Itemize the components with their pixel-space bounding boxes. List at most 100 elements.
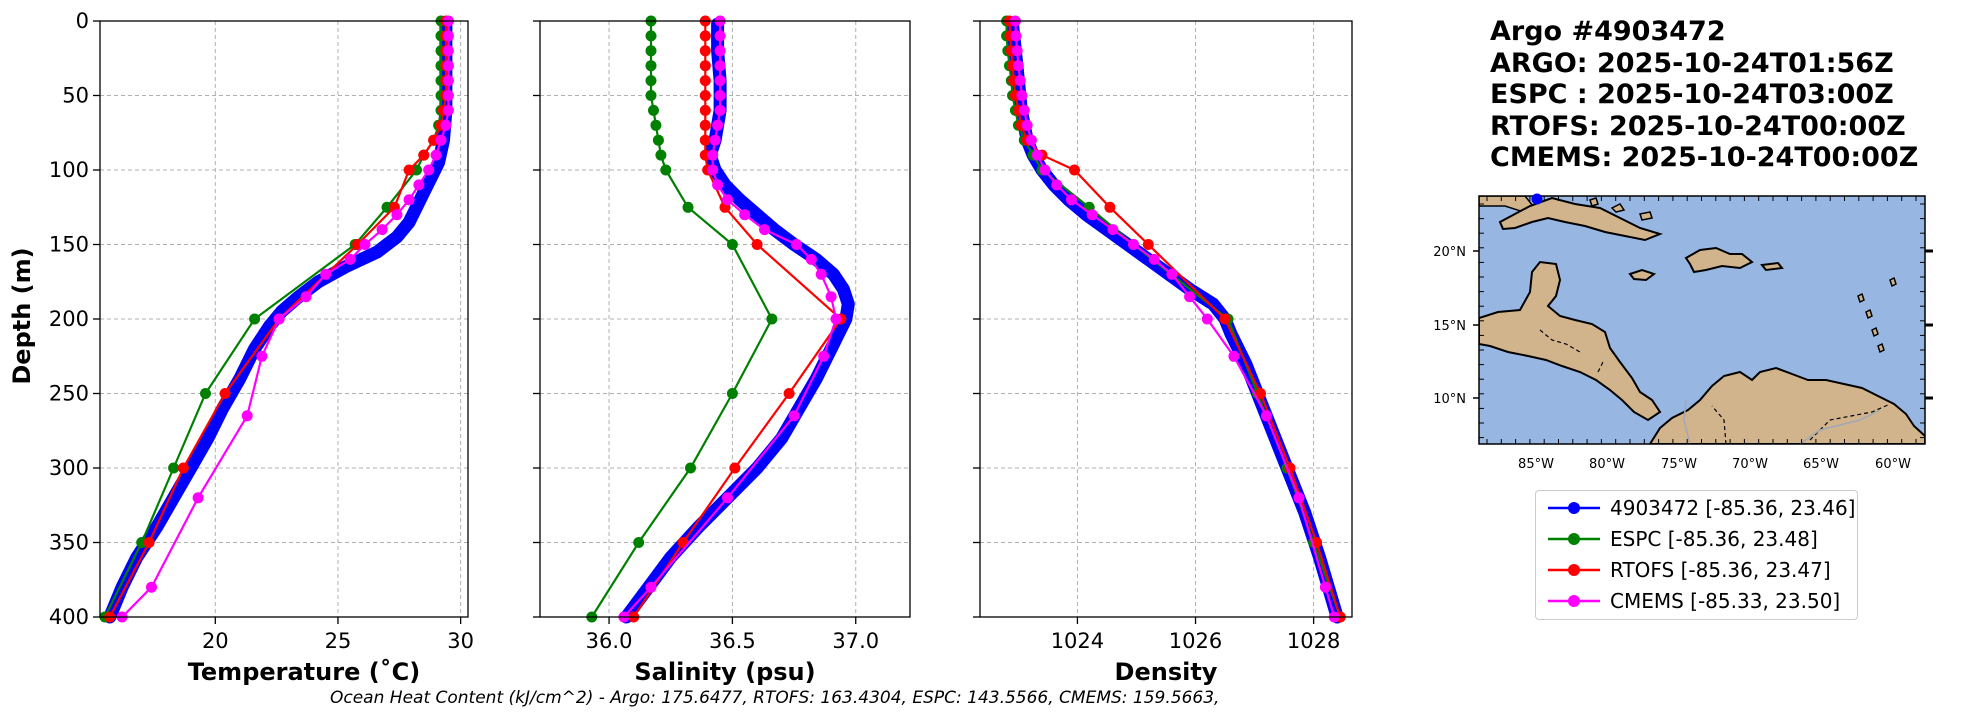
data-point-RTOFS [1069,164,1080,176]
data-point-CMEMS [1184,291,1196,303]
legend-line-icon [1548,564,1600,576]
legend-label: ESPC [-85.36, 23.48] [1610,527,1818,551]
data-point-CMEMS [359,239,371,250]
series-line-CMEMS [1014,20,1336,618]
x-tick-label: 36.5 [709,629,756,653]
data-point-CMEMS [1107,224,1119,236]
map-lat-label: 15°N [1433,319,1466,334]
data-point-ESPC [660,164,672,176]
data-point-CMEMS [1018,104,1030,116]
data-point-RTOFS [1219,313,1231,325]
data-point-RTOFS [783,388,795,399]
data-point-CMEMS [376,224,388,236]
ocean-heat-content-caption: Ocean Heat Content (kJ/cm^2) - Argo: 175… [330,688,1220,708]
data-point-ESPC [645,75,657,87]
temperature-profile-plot: 0 50 100 150 200 250 300 350 400 20 25 30 Temperatur… [49,9,474,686]
data-point-ESPC [645,30,657,42]
float-location-marker [1531,193,1543,205]
y-tick-label: 250 [49,382,89,406]
data-point-CMEMS [830,313,842,325]
data-point-CMEMS [1086,209,1098,221]
y-tick-label: 150 [49,233,89,257]
map-lon-label: 60°W [1875,457,1911,472]
data-point-ESPC [633,537,645,548]
data-point-CMEMS [442,90,454,101]
data-point-ESPC [726,388,738,399]
map-lon-labels: 85°W 80°W 75°W 70°W 65°W 60°W [1518,457,1911,472]
x-tick-label: 1028 [1287,629,1340,653]
rtofs-time: RTOFS: 2025-10-24T00:00Z [1490,110,1906,142]
data-point-RTOFS [699,134,711,146]
data-point-RTOFS [699,60,711,72]
salinity-profile-plot: 36.0 36.5 37.0 Salinity (psu) [533,15,911,686]
data-point-CMEMS [791,239,802,250]
data-point-CMEMS [1166,268,1178,280]
data-point-CMEMS [403,194,415,206]
data-point-RTOFS [219,388,231,399]
data-point-CMEMS [1228,350,1240,362]
map-frame-ticks [1473,196,1933,444]
data-point-CMEMS [273,313,285,325]
legend-label: 4903472 [-85.36, 23.46] [1610,496,1856,520]
density-profile-plot: 1024 1026 1028 Density [973,15,1353,686]
data-point-CMEMS [1260,410,1272,422]
data-point-CMEMS [423,164,435,176]
data-point-CMEMS [320,268,332,280]
data-point-CMEMS [241,410,253,422]
data-point-CMEMS [442,104,454,116]
data-point-CMEMS [435,134,447,146]
x-tick-label: 36.0 [586,629,633,653]
map-lon-label: 85°W [1518,457,1554,472]
data-point-CMEMS [442,30,454,42]
x-tick-label: 25 [325,629,352,653]
data-point-ESPC [655,149,667,161]
data-point-RTOFS [1142,239,1154,250]
data-point-RTOFS [418,149,430,161]
data-point-CMEMS [714,30,726,42]
y-tick-label: 400 [49,605,89,629]
data-point-CMEMS [391,209,403,221]
data-point-ESPC [645,90,657,101]
data-point-CMEMS [146,581,157,593]
data-point-CMEMS [1010,30,1022,42]
data-point-CMEMS [1014,75,1026,87]
data-point-CMEMS [712,119,724,131]
map-lon-label: 80°W [1589,457,1625,472]
series-line-4903472 [1006,17,1344,624]
cmems-time: CMEMS: 2025-10-24T00:00Z [1490,142,1919,173]
data-point-RTOFS [403,164,415,176]
data-point-RTOFS [699,90,711,101]
legend: 4903472 [-85.36, 23.46] ESPC [-85.36, 23… [1535,490,1858,620]
data-point-CMEMS [1016,90,1028,101]
data-point-CMEMS [300,291,312,303]
data-point-CMEMS [1025,134,1037,146]
map-land [1479,196,1925,444]
data-point-CMEMS [442,60,454,72]
data-point-ESPC [726,239,738,250]
y-tick-label: 200 [49,307,89,331]
data-point-CMEMS [1148,253,1160,265]
map-lat-label: 10°N [1433,392,1466,407]
data-point-CMEMS [344,253,356,265]
data-point-CMEMS [712,179,724,191]
legend-line-icon [1548,595,1600,607]
map-lat-labels: 20°N 15°N 10°N [1433,245,1466,407]
data-point-CMEMS [722,194,733,206]
data-point-RTOFS [1104,201,1116,213]
data-point-CMEMS [430,149,442,161]
x-tick-label: 37.0 [832,629,879,653]
legend-entry: RTOFS [-85.36, 23.47] [1536,555,1857,585]
x-axis-label: Density [1115,658,1218,686]
legend-line-icon [1548,533,1600,545]
data-point-ESPC [200,388,211,399]
data-point-CMEMS [707,149,719,161]
data-point-CMEMS [1021,119,1033,131]
espc-time: ESPC : 2025-10-24T03:00Z [1490,79,1894,110]
data-point-RTOFS [1255,388,1266,399]
map-lon-label: 70°W [1732,457,1768,472]
map-lon-label: 75°W [1661,457,1697,472]
legend-line-icon [1548,502,1600,514]
series-line-4903472 [619,17,855,624]
data-point-CMEMS [818,350,830,362]
